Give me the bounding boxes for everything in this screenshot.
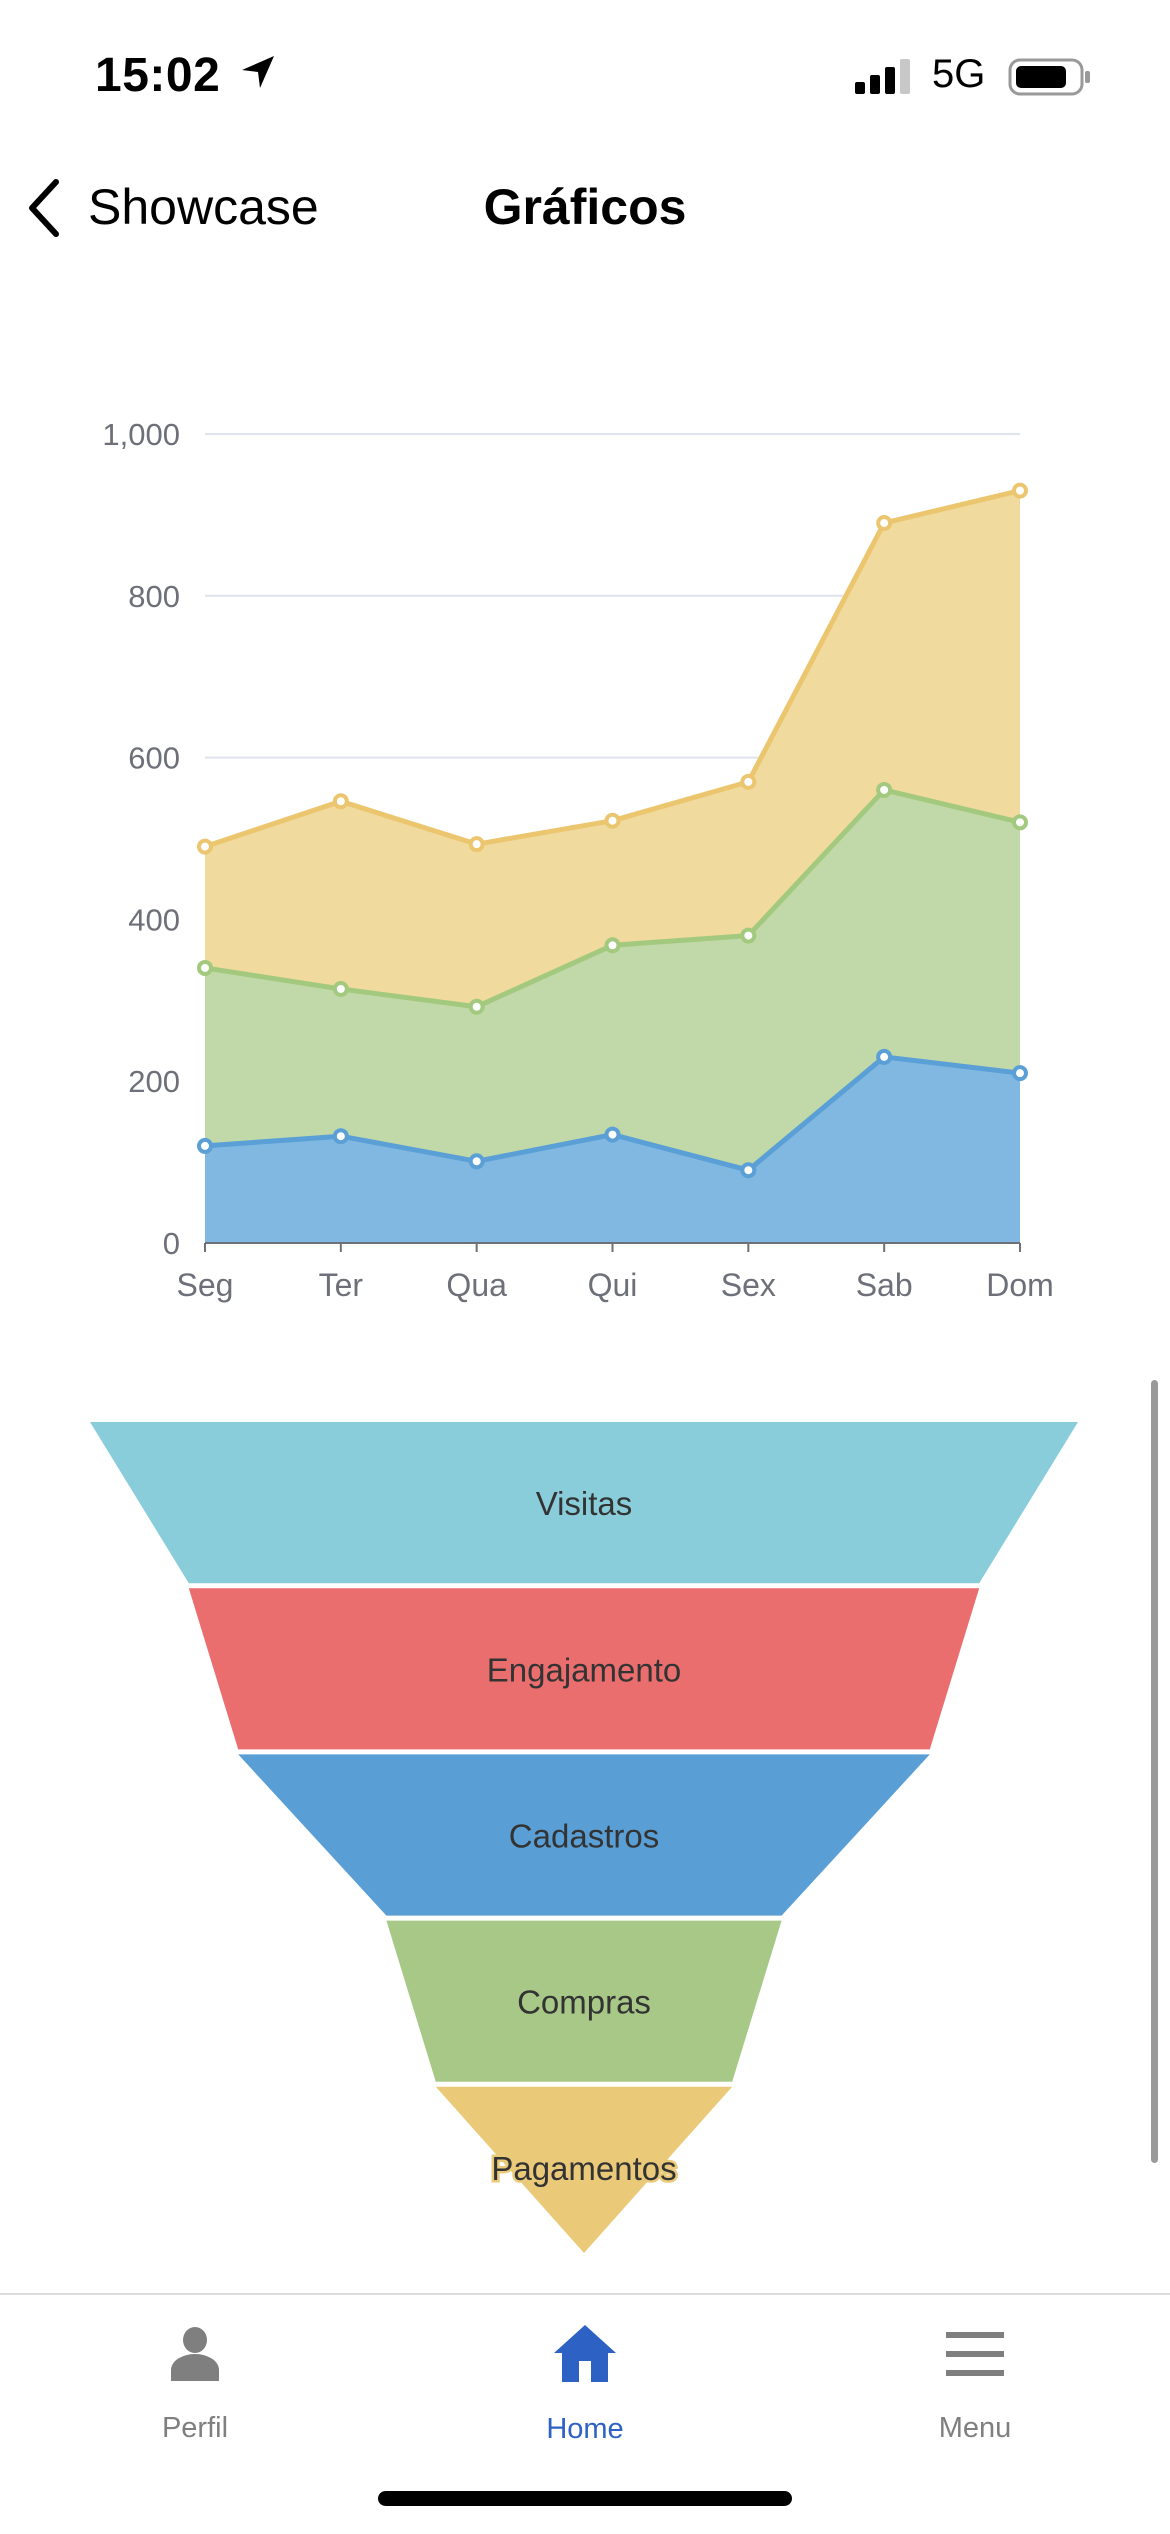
chevron-left-icon bbox=[29, 179, 59, 237]
y-tick-label: 1,000 bbox=[102, 417, 180, 452]
tab-perfil[interactable]: Perfil bbox=[95, 2295, 295, 2445]
funnel-label: Compras bbox=[517, 1984, 651, 2021]
back-button[interactable] bbox=[24, 176, 84, 240]
y-tick-label: 800 bbox=[128, 579, 180, 614]
tab-label: Perfil bbox=[161, 2412, 229, 2444]
x-tick-label: Qua bbox=[446, 1267, 507, 1303]
funnel-label: Cadastros bbox=[509, 1818, 659, 1855]
data-point bbox=[876, 781, 893, 798]
data-point bbox=[332, 793, 349, 810]
tab-label: Menu bbox=[938, 2412, 1012, 2444]
funnel-segment bbox=[90, 1422, 1078, 1584]
data-point bbox=[876, 1048, 893, 1065]
tab-bar: Perfil Home Menu bbox=[0, 2293, 1170, 2534]
data-point bbox=[604, 937, 621, 954]
tab-home[interactable]: Home bbox=[485, 2295, 685, 2445]
data-point bbox=[604, 812, 621, 829]
data-point bbox=[604, 1126, 621, 1143]
x-tick-label: Ter bbox=[319, 1267, 364, 1303]
y-tick-label: 600 bbox=[128, 741, 180, 776]
tab-menu[interactable]: Menu bbox=[875, 2295, 1075, 2445]
data-point bbox=[332, 1128, 349, 1145]
y-tick-label: 0 bbox=[163, 1226, 180, 1261]
location-arrow-icon bbox=[242, 56, 274, 88]
x-tick-label: Sab bbox=[856, 1267, 913, 1303]
page-title: Gráficos bbox=[483, 179, 687, 235]
data-point bbox=[740, 1162, 757, 1179]
scrollbar[interactable] bbox=[1151, 1380, 1158, 2163]
data-point bbox=[468, 836, 485, 853]
status-time: 15:02 bbox=[95, 49, 221, 102]
data-point bbox=[1012, 482, 1028, 499]
home-indicator bbox=[378, 2491, 792, 2506]
stacked-area-chart: 0 200 400 600 800 1,000 Seg Ter Qua Qui Sex Sab Dom bbox=[102, 417, 1053, 1303]
x-tick-label: Seg bbox=[177, 1267, 234, 1303]
data-point bbox=[468, 998, 485, 1015]
funnel-label: Engajamento bbox=[487, 1651, 681, 1688]
y-tick-label: 200 bbox=[128, 1064, 180, 1099]
battery-icon bbox=[1008, 58, 1090, 96]
network-label: 5G bbox=[932, 52, 986, 96]
data-point bbox=[197, 838, 213, 855]
funnel-segment bbox=[238, 1754, 930, 1916]
data-point bbox=[1012, 814, 1028, 831]
funnel-label: Pagamentos bbox=[491, 2150, 676, 2187]
x-tick-label: Dom bbox=[986, 1267, 1054, 1303]
series-area-0 bbox=[205, 1056, 1020, 1243]
data-point bbox=[876, 514, 893, 531]
funnel-segment bbox=[386, 1920, 782, 2082]
series-area-2 bbox=[205, 490, 1020, 1007]
data-point bbox=[740, 773, 757, 790]
home-icon bbox=[554, 2325, 616, 2382]
back-label[interactable]: Showcase bbox=[88, 179, 319, 235]
funnel-chart: Visitas Engajamento Cadastros Compras Pagame… bbox=[90, 1422, 1078, 2253]
y-tick-label: 400 bbox=[128, 902, 180, 937]
data-point bbox=[468, 1153, 485, 1170]
data-point bbox=[740, 927, 757, 944]
data-point bbox=[197, 959, 213, 976]
funnel-label: Visitas bbox=[536, 1485, 633, 1522]
series-area-1 bbox=[205, 789, 1020, 1171]
signal-icon bbox=[855, 59, 910, 94]
data-point bbox=[332, 980, 349, 997]
x-tick-label: Qui bbox=[588, 1267, 638, 1303]
x-tick-label: Sex bbox=[721, 1267, 776, 1303]
person-icon bbox=[171, 2326, 219, 2381]
funnel-segment bbox=[435, 2086, 733, 2253]
data-point bbox=[197, 1137, 213, 1154]
menu-icon bbox=[946, 2331, 1004, 2376]
tab-label: Home bbox=[546, 2413, 624, 2445]
funnel-segment bbox=[188, 1588, 980, 1750]
data-point bbox=[1012, 1065, 1028, 1082]
